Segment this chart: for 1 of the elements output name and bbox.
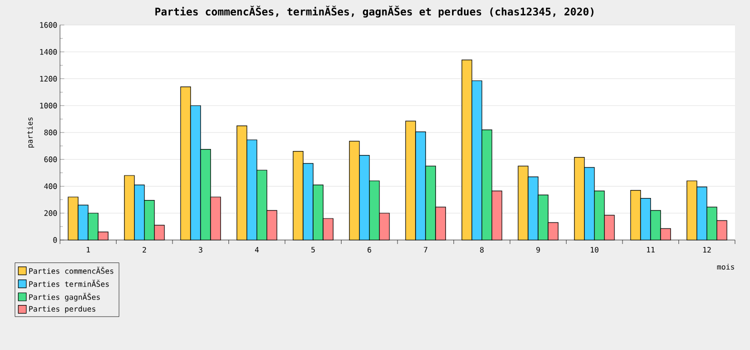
chart-title: Parties commencĂŠes, terminĂŠes, gagnĂŠes et perdues (chas12345, 2020) (155, 6, 594, 18)
